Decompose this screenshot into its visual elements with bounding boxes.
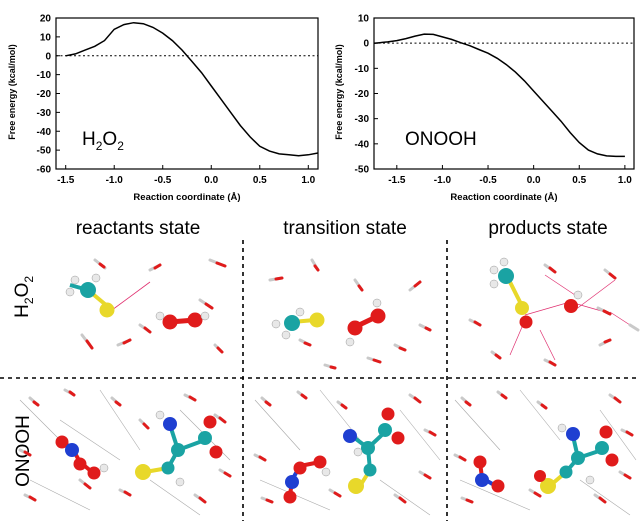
x-axis-label: Reaction coordinate (Å) <box>133 192 240 203</box>
x-tick-label: -1.5 <box>388 175 406 186</box>
y-tick-label: -10 <box>37 70 52 81</box>
y-tick-label: -50 <box>37 146 52 157</box>
free-energy-series-line <box>65 21 319 157</box>
chart-onooh: Free energy (kcal/mol) -1.5 -1.0 -0.5 0.0 0.… <box>334 14 635 203</box>
snapshot-onooh-reactants <box>18 388 232 516</box>
x-tick-label: 1.0 <box>301 175 315 186</box>
y-axis-label: Free energy (kcal/mol) <box>334 44 344 140</box>
chart-h2o2: Free energy (kcal/mol) -1.5 -1.0 -0.5 0.0 0.… <box>7 14 319 203</box>
y-tick-label: -20 <box>355 89 370 100</box>
snapshot-onooh-products <box>453 389 637 516</box>
transition-state-title: transition state <box>283 218 407 239</box>
y-tick-label: -30 <box>355 114 370 125</box>
snapshot-grid <box>0 240 640 521</box>
y-tick-label: -50 <box>355 165 370 176</box>
molecule-annotation: ONOOH <box>405 129 477 150</box>
y-tick-label: 20 <box>40 14 52 25</box>
y-tick-label: -30 <box>37 108 52 119</box>
x-tick-label: -1.5 <box>57 175 75 186</box>
free-energy-series-line <box>373 33 625 158</box>
snapshot-h2o2-transition <box>268 258 432 370</box>
x-tick-label: -1.0 <box>434 175 452 186</box>
snapshot-h2o2-reactants <box>65 258 227 354</box>
y-tick-label: -60 <box>37 165 52 176</box>
y-tick-label: 0 <box>363 39 369 50</box>
y-tick-label: -20 <box>37 89 52 100</box>
y-tick-label: 0 <box>45 51 51 62</box>
y-tick-label: -10 <box>355 64 370 75</box>
snapshot-onooh-transition <box>253 389 441 516</box>
x-tick-label: 0.0 <box>204 175 218 186</box>
y-tick-label: -40 <box>355 139 370 150</box>
x-tick-label: -0.5 <box>154 175 172 186</box>
y-tick-label: -40 <box>37 127 52 138</box>
x-tick-label: 0.5 <box>572 175 586 186</box>
snapshot-h2o2-products <box>468 257 640 367</box>
x-tick-label: -1.0 <box>106 175 124 186</box>
molecule-annotation: H2O2 <box>82 129 124 153</box>
x-axis-label: Reaction coordinate (Å) <box>450 192 557 203</box>
x-tick-label: -0.5 <box>479 175 497 186</box>
y-tick-label: 10 <box>358 14 370 25</box>
y-axis-label: Free energy (kcal/mol) <box>7 44 17 140</box>
products-state-title: products state <box>488 218 608 239</box>
reactants-state-title: reactants state <box>75 218 201 239</box>
y-tick-label: 10 <box>40 32 52 43</box>
x-tick-label: 1.0 <box>618 175 632 186</box>
x-tick-label: 0.0 <box>527 175 541 186</box>
x-tick-label: 0.5 <box>253 175 267 186</box>
